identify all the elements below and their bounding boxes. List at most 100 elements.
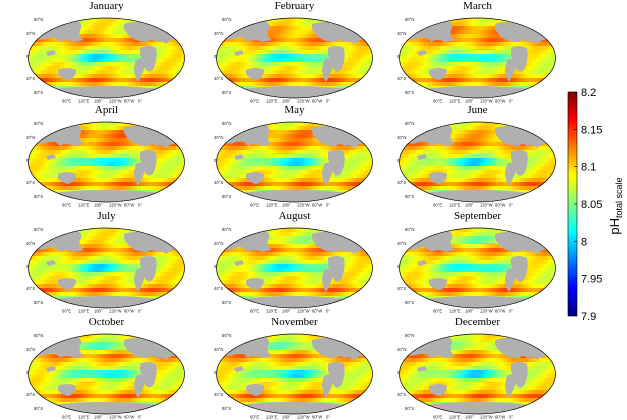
colorbar-title-sub: total scale: [614, 177, 624, 218]
land-mass: [36, 190, 176, 202]
colorbar-tick-label: 8.05: [581, 199, 602, 211]
lat-label: 80°S: [34, 90, 43, 95]
lon-label: 60°E: [62, 309, 71, 314]
map-border: [399, 227, 556, 309]
land-mass: [322, 374, 334, 398]
lon-label: 0°: [509, 309, 513, 314]
lat-label: 80°S: [34, 300, 43, 305]
lat-label: 40°N: [397, 31, 406, 36]
lon-label: 120°W: [109, 309, 122, 314]
lat-label: 80°N: [222, 17, 231, 22]
lat-label: 0°: [26, 264, 30, 269]
ph-field: [399, 18, 556, 98]
lon-label: 60°W: [124, 309, 134, 314]
map-panel-january: January 80°N 40°N 0° 40°S 80°S 60°E 120°E 180° 12…: [24, 0, 189, 104]
map-border: [28, 121, 185, 203]
lat-label: 0°: [26, 54, 30, 59]
lat-label: 80°N: [222, 227, 231, 232]
colorbar-title-main: pH: [607, 218, 622, 235]
map-border: [28, 17, 185, 99]
lat-label: 40°S: [397, 180, 406, 185]
lon-label: 180°: [94, 99, 103, 104]
land-mass: [234, 366, 244, 372]
lat-label: 80°N: [405, 17, 414, 22]
map-panel-february: February 80°N 40°N 0° 40°S 80°S 60°E 120°E 180° 1…: [212, 0, 377, 104]
lat-label: 80°N: [405, 121, 414, 126]
world-map: 80°N 40°N 0° 40°S 80°S 60°E 120°E 180° 120°W 60°W…: [397, 121, 556, 208]
lon-label: 60°W: [495, 415, 505, 420]
land-mass: [429, 68, 447, 80]
land-mass: [224, 402, 364, 414]
lat-label: 40°N: [214, 135, 223, 140]
world-map: 80°N 40°N 0° 40°S 80°S 60°E 120°E 180° 120°W 60°W…: [26, 333, 185, 420]
colorbar-tick-label: 7.95: [581, 274, 602, 286]
ph-field: [28, 122, 185, 202]
land-mass: [429, 172, 447, 184]
lon-label: 60°E: [62, 415, 71, 420]
lon-label: 60°W: [312, 99, 322, 104]
land-mass: [407, 296, 547, 308]
map-border: [28, 227, 185, 309]
lat-label: 0°: [397, 264, 401, 269]
lon-label: 120°E: [78, 203, 90, 208]
lat-label: 80°S: [405, 194, 414, 199]
land-mass: [429, 384, 447, 396]
lon-label: 120°E: [449, 309, 461, 314]
lon-label: 120°E: [78, 99, 90, 104]
lon-label: 120°E: [266, 99, 278, 104]
lon-label: 120°W: [297, 415, 310, 420]
lat-label: 40°S: [214, 286, 223, 291]
lat-label: 80°S: [405, 300, 414, 305]
lon-label: 60°E: [62, 99, 71, 104]
world-map: 80°N 40°N 0° 40°S 80°S 60°E 120°E 180° 120°W 60°W…: [214, 227, 373, 314]
colorbar-tick-label: 7.9: [581, 311, 596, 323]
panel-title: March: [463, 0, 492, 12]
panel-title: April: [94, 104, 119, 116]
lon-label: 120°E: [449, 203, 461, 208]
colorbar-tick-label: 8.15: [581, 124, 602, 136]
lat-label: 80°S: [405, 406, 414, 411]
land-mass: [322, 58, 334, 82]
world-map: 80°N 40°N 0° 40°S 80°S 60°E 120°E 180° 120°W 60°W…: [397, 333, 556, 420]
panel-title: July: [97, 210, 116, 222]
lat-label: 40°S: [397, 392, 406, 397]
land-mass: [505, 58, 517, 82]
land-mass: [36, 402, 176, 414]
lon-label: 60°E: [433, 415, 442, 420]
lat-label: 40°N: [214, 241, 223, 246]
map-panel-june: June 80°N 40°N 0° 40°S 80°S 60°E 120°E 180° 120°W…: [395, 104, 560, 208]
map-border: [216, 121, 373, 203]
lon-label: 120°E: [449, 99, 461, 104]
lon-label: 60°E: [250, 309, 259, 314]
ph-field: [28, 334, 185, 414]
lon-label: 120°W: [297, 309, 310, 314]
lat-label: 80°N: [34, 121, 43, 126]
lon-label: 180°: [465, 309, 474, 314]
land-mass: [429, 278, 447, 290]
lon-label: 180°: [94, 415, 103, 420]
land-mass: [246, 68, 264, 80]
map-panel-may: May 80°N 40°N 0° 40°S 80°S 60°E 120°E 180° 120°W 6…: [212, 104, 377, 208]
lon-label: 0°: [326, 203, 330, 208]
colorbar: 8.2 8.15 8.1 8.05 8 7.95 7.9 pHtotal scale: [564, 87, 626, 324]
land-mass: [58, 384, 76, 396]
land-mass: [224, 86, 364, 98]
lat-label: 80°S: [405, 90, 414, 95]
land-mass: [58, 278, 76, 290]
land-mass: [58, 172, 76, 184]
land-mass: [46, 366, 56, 372]
ph-field: [399, 122, 556, 202]
map-border: [216, 333, 373, 415]
map-panel-september: September 80°N 40°N 0° 40°S 80°S 60°E 120°E 180°…: [395, 210, 560, 314]
map-panel-october: October 80°N 40°N 0° 40°S 80°S 60°E 120°E 180° 12…: [24, 316, 189, 420]
panel-title: December: [454, 316, 501, 328]
lon-label: 60°W: [312, 309, 322, 314]
land-mass: [505, 374, 517, 398]
colorbar-tick-label: 8.1: [581, 162, 596, 174]
lat-label: 0°: [397, 54, 401, 59]
ph-field: [216, 18, 373, 98]
lon-label: 0°: [138, 309, 142, 314]
panel-title: January: [89, 0, 124, 12]
lat-label: 80°N: [405, 227, 414, 232]
lat-label: 40°N: [26, 31, 35, 36]
